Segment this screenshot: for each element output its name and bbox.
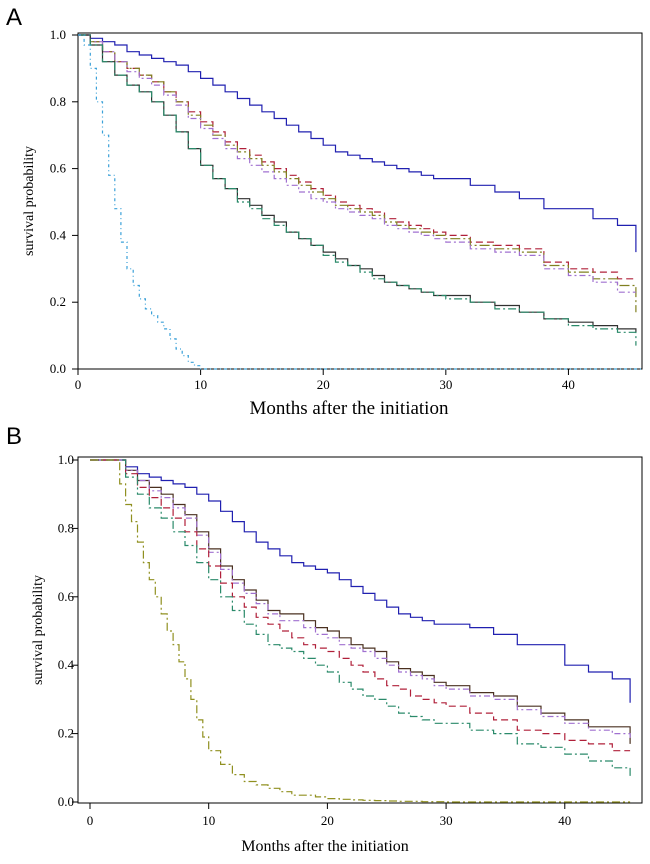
y-tick-label: 0.2 <box>50 294 66 309</box>
y-tick-label: 0.2 <box>58 726 74 741</box>
y-tick-label: 0.8 <box>50 94 66 109</box>
x-tick-label: 20 <box>317 377 330 392</box>
x-tick-label: 20 <box>321 813 334 828</box>
survival-curve-4 <box>78 34 636 293</box>
x-tick-label: 30 <box>440 813 453 828</box>
survival-curve-5 <box>78 34 637 333</box>
survival-curve-1 <box>78 34 637 253</box>
survival-curve-2 <box>90 459 631 744</box>
panel-b-x-axis-label: Months after the initiation <box>241 838 409 855</box>
x-tick-label: 30 <box>439 377 452 392</box>
panel-a: A 0.0 0.2 0.4 0.6 0.8 1.0 0 10 20 30 40 survival … <box>6 4 643 419</box>
y-tick-label: 0.4 <box>50 227 67 242</box>
survival-curve-3 <box>78 34 637 313</box>
panel-b-plot-frame <box>77 456 643 804</box>
panel-a-letter: A <box>6 4 22 31</box>
survival-curve-3 <box>90 459 631 741</box>
panel-a-x-axis: 0 10 20 30 40 <box>75 369 575 392</box>
survival-curve-6 <box>78 34 637 346</box>
survival-curve-2 <box>78 34 636 280</box>
panel-a-plot-frame <box>77 32 643 370</box>
survival-curve-7 <box>78 34 642 370</box>
x-tick-label: 0 <box>87 813 94 828</box>
panel-a-x-axis-label: Months after the initiation <box>250 398 449 419</box>
panel-a-series-group <box>78 34 642 370</box>
x-tick-label: 40 <box>562 377 575 392</box>
survival-curve-4 <box>90 459 631 752</box>
panel-a-y-axis: 0.0 0.2 0.4 0.6 0.8 1.0 <box>50 27 78 376</box>
x-tick-label: 10 <box>194 377 207 392</box>
panel-b-y-axis-label: survival probability <box>31 575 46 685</box>
survival-curve-1 <box>90 459 631 703</box>
y-tick-label: 0.4 <box>58 657 75 672</box>
panel-a-y-axis-label: survival probability <box>22 146 37 256</box>
panel-b-letter: B <box>6 423 22 450</box>
y-tick-label: 0.6 <box>58 589 75 604</box>
x-tick-label: 40 <box>558 813 571 828</box>
panel-b-series-group <box>90 459 631 803</box>
panel-b: B 0.0 0.2 0.4 0.6 0.8 1.0 0 10 20 30 40 survival … <box>6 423 643 855</box>
survival-curve-6 <box>90 459 631 803</box>
y-tick-label: 0.6 <box>50 161 67 176</box>
x-tick-label: 10 <box>202 813 215 828</box>
y-tick-label: 1.0 <box>58 452 74 467</box>
y-tick-label: 0.0 <box>50 361 66 376</box>
panel-b-x-axis: 0 10 20 30 40 <box>87 803 571 828</box>
panel-b-y-axis: 0.0 0.2 0.4 0.6 0.8 1.0 <box>58 452 78 809</box>
y-tick-label: 0.8 <box>58 520 74 535</box>
x-tick-label: 0 <box>75 377 82 392</box>
y-tick-label: 0.0 <box>58 794 74 809</box>
y-tick-label: 1.0 <box>50 27 66 42</box>
survival-curve-5 <box>90 459 631 779</box>
